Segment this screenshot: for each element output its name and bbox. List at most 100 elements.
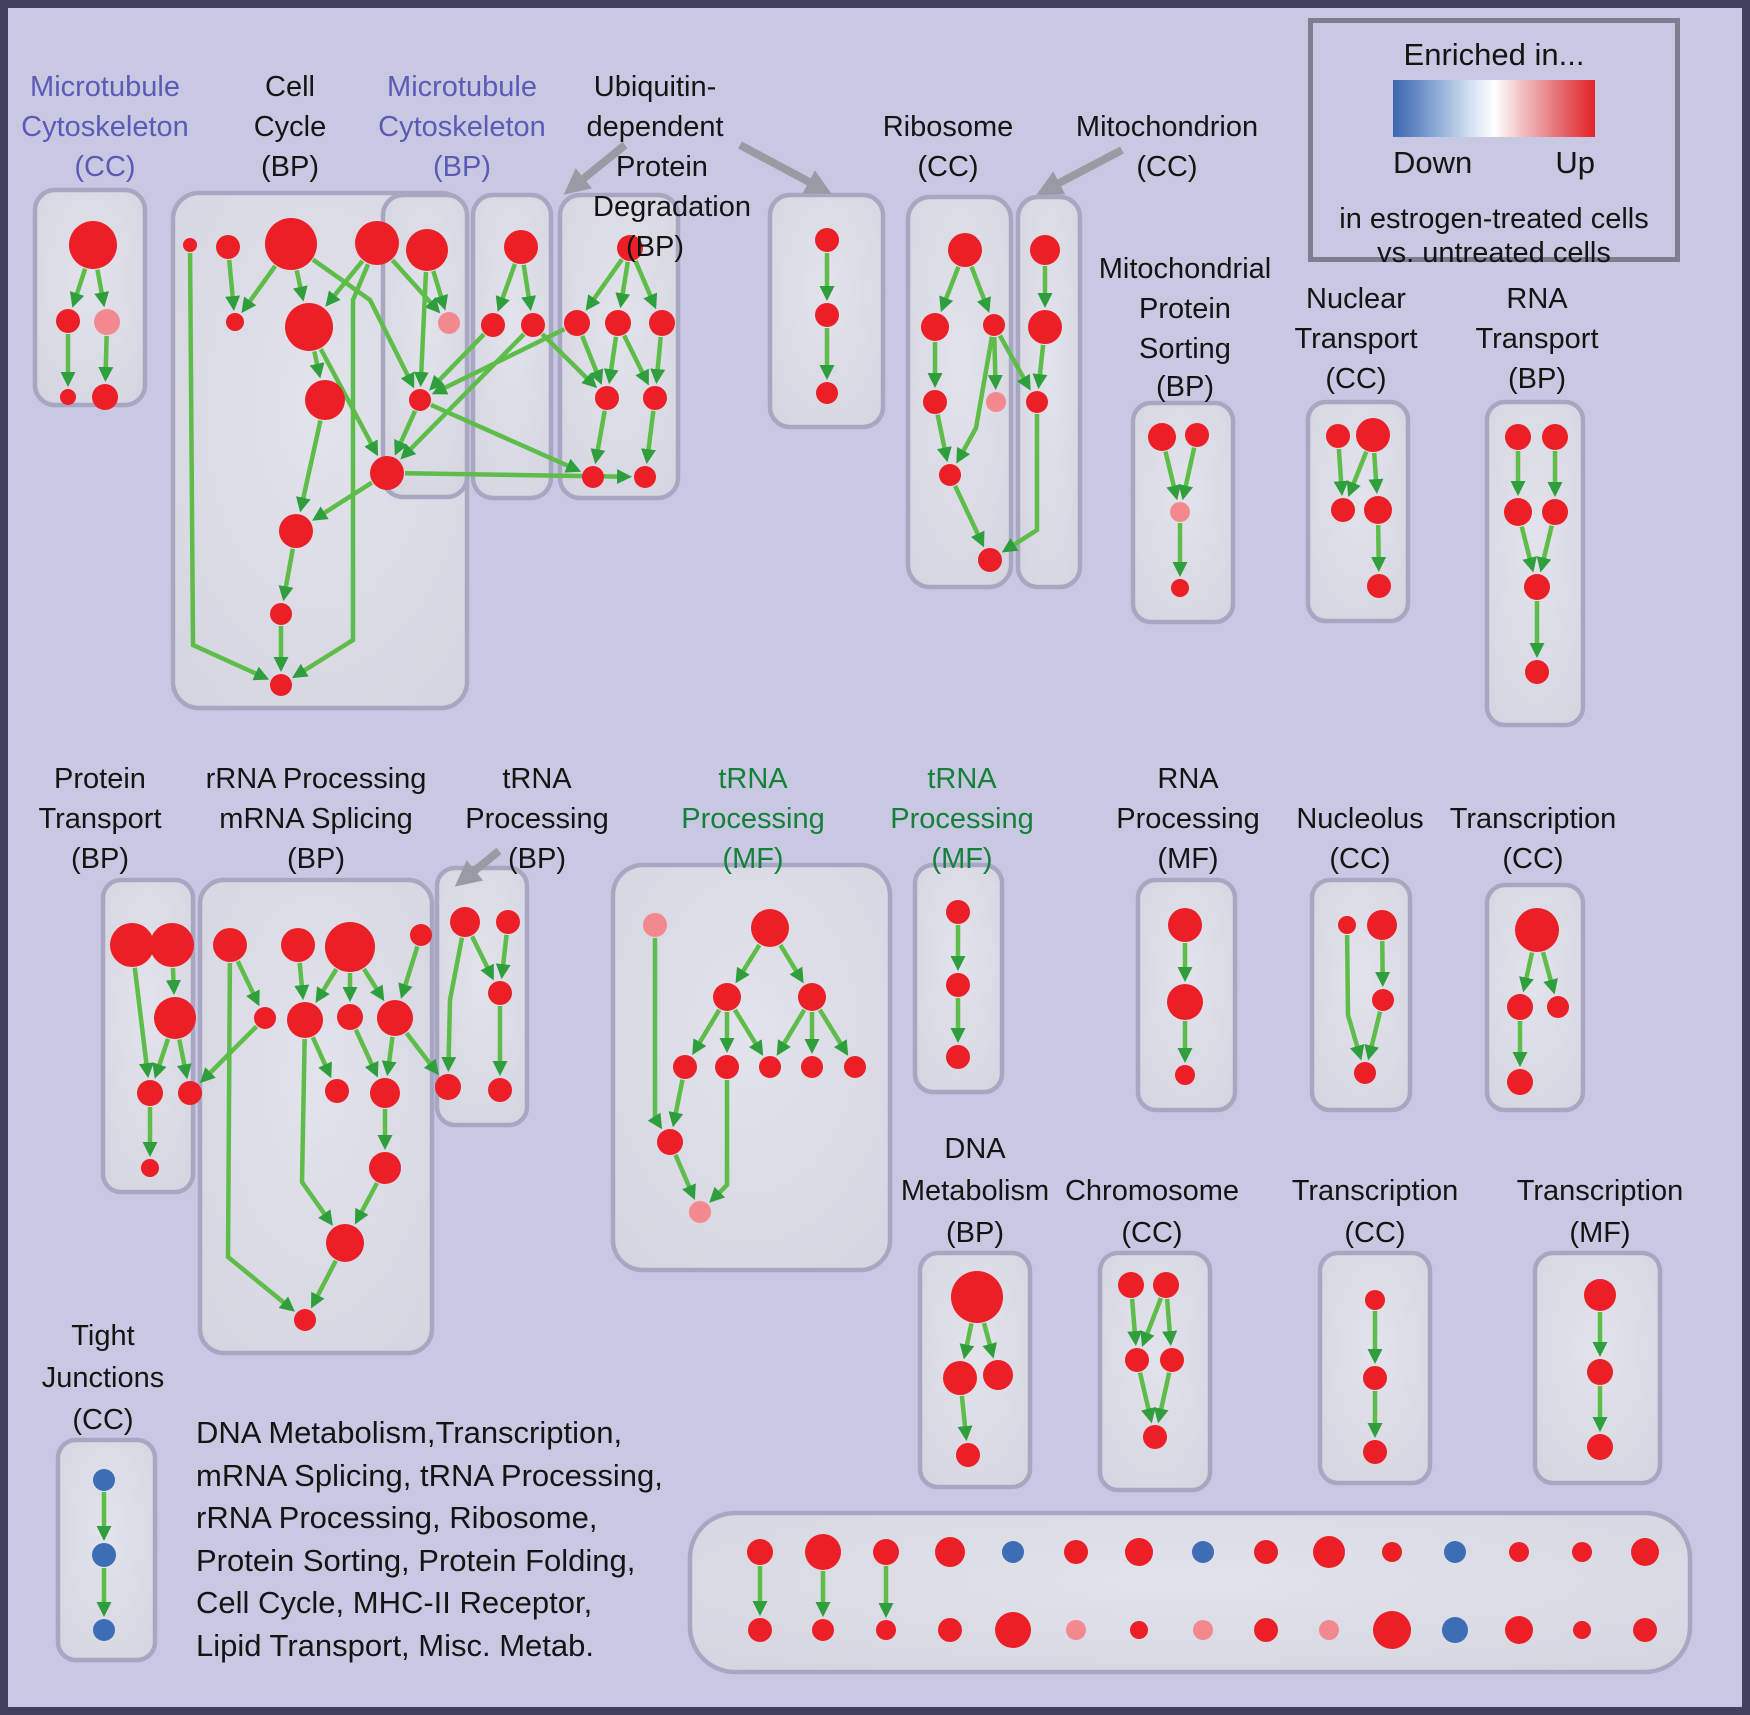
- go-term-node-ua5: [595, 386, 619, 410]
- edge-rr1-rr13: [225, 962, 295, 1312]
- cluster-label: RNA: [1506, 283, 1568, 315]
- go-term-node-w4b: [938, 1618, 962, 1642]
- cluster-label: (CC): [72, 1404, 133, 1436]
- go-term-node-dm1: [951, 1271, 1003, 1323]
- go-term-node-rr2: [281, 928, 315, 962]
- edge-ua6-ua8: [641, 410, 656, 465]
- legend-box: Enriched in... Down Up in estrogen-treat…: [1308, 18, 1680, 269]
- go-term-node-w12b: [1442, 1617, 1468, 1643]
- edge-rr2-rr6: [294, 962, 310, 1001]
- cluster-box-mitochondrion-cc: [1015, 194, 1083, 590]
- edge-mcc3-mcc5: [98, 335, 114, 383]
- go-term-node-w10t: [1313, 1536, 1345, 1568]
- cluster-label: rRNA Processing: [206, 763, 427, 795]
- go-term-node-rr13: [294, 1309, 316, 1331]
- edge-ch1-ch3: [1127, 1298, 1143, 1347]
- edge-mb2-mb3: [495, 263, 518, 312]
- go-term-node-z1: [1584, 1279, 1616, 1311]
- go-term-node-rb2: [921, 313, 949, 341]
- cluster-label: tRNA: [502, 763, 572, 795]
- cluster-label: (BP): [287, 843, 345, 875]
- go-term-node-mcc5: [92, 384, 118, 410]
- go-term-node-cc6: [285, 303, 333, 351]
- go-term-node-tb1: [450, 907, 480, 937]
- edge-rr4-rr8: [398, 945, 420, 999]
- legend-down-label: Down: [1393, 145, 1473, 180]
- edge-ua2-cc8: [431, 327, 566, 395]
- cluster-label: Ubiquitin-: [594, 71, 717, 103]
- edge-cc1-cc13: [187, 252, 270, 681]
- edge-cc4-cc13: [292, 263, 371, 679]
- legend-up-label: Up: [1555, 145, 1595, 180]
- edge-mb4-ua5: [540, 332, 598, 389]
- go-term-node-z2: [1587, 1359, 1613, 1385]
- edge-rb3-mc3: [997, 334, 1031, 391]
- edge-rr11-rr12: [354, 1181, 379, 1225]
- edge-rr12-rr13: [310, 1259, 338, 1309]
- edge-tm3-tm6: [776, 1008, 807, 1056]
- go-term-node-pt5: [178, 1081, 202, 1105]
- cluster-label: tRNA: [927, 763, 997, 795]
- cluster-label: Processing: [890, 803, 1033, 835]
- go-term-node-rp1: [1168, 908, 1202, 942]
- cluster-label: Protein: [1139, 293, 1231, 325]
- cluster-label: (CC): [1121, 1217, 1182, 1249]
- edge-tm9-tm10: [673, 1153, 696, 1201]
- edge-mb3-cc8: [429, 332, 486, 391]
- go-term-node-w7b: [1130, 1621, 1148, 1639]
- cluster-box-ribosome-cc: [905, 194, 1014, 590]
- cluster-label: Cell: [265, 71, 315, 103]
- go-term-node-ch2: [1153, 1272, 1179, 1298]
- go-term-node-rr3: [325, 922, 375, 972]
- go-term-node-w1t: [747, 1539, 773, 1565]
- go-term-node-ua2: [564, 310, 590, 336]
- cluster-label: mRNA Splicing: [219, 803, 412, 835]
- edge-ua3-ua6: [622, 334, 649, 386]
- go-term-node-z3: [1587, 1434, 1613, 1460]
- cluster-label: (BP): [1156, 371, 1214, 403]
- go-term-node-mc3: [1026, 391, 1048, 413]
- go-term-node-cc1: [183, 238, 197, 252]
- edge-nt1-nt3: [1333, 448, 1349, 497]
- go-term-node-nu2: [1367, 910, 1397, 940]
- go-term-node-x4: [1507, 1069, 1533, 1095]
- gray-arrows-layer: [454, 141, 1124, 887]
- go-term-node-rr5: [254, 1007, 276, 1029]
- edge-rr8-tb4: [404, 1031, 439, 1076]
- go-term-node-mcc1: [69, 221, 117, 269]
- cluster-label: (MF): [1569, 1217, 1630, 1249]
- go-term-node-w3t: [873, 1539, 899, 1565]
- edge-tm2-tm4: [692, 1008, 722, 1055]
- legend-subtitle-1: in estrogen-treated cells: [1339, 203, 1649, 235]
- cluster-label: Junctions: [42, 1362, 165, 1394]
- edge-x1-x2: [1519, 951, 1535, 993]
- go-term-node-tj3: [93, 1619, 115, 1641]
- cluster-label: Cytoskeleton: [21, 111, 189, 143]
- annotation-arrow-ubiquitin-right: [738, 141, 832, 194]
- go-term-node-w8t: [1192, 1541, 1214, 1563]
- go-term-node-nt1: [1326, 424, 1350, 448]
- go-term-node-ch3: [1125, 1348, 1149, 1372]
- go-term-node-y1: [1365, 1290, 1385, 1310]
- edge-pt1-pt4: [132, 967, 154, 1079]
- cluster-label: (MF): [1157, 843, 1218, 875]
- edge-rb3-rb6: [956, 336, 995, 464]
- edge-cc3-cc5: [241, 264, 278, 314]
- edge-rr5-pt5: [199, 1024, 259, 1084]
- edge-ua1-ua4: [633, 259, 658, 310]
- go-term-node-rb6: [939, 464, 961, 486]
- labels-layer: Microtubule Cytoskeleton (CC) Cell Cycle (BP)…: [21, 71, 1683, 1436]
- nodes-layer: [56, 218, 1659, 1649]
- go-term-node-cc10: [370, 456, 404, 490]
- go-term-node-x2: [1507, 994, 1533, 1020]
- go-term-node-rt1: [1505, 424, 1531, 450]
- go-term-node-w12t: [1444, 1541, 1466, 1563]
- go-term-node-rt4: [1542, 499, 1568, 525]
- edge-mb1-cc9: [431, 270, 449, 311]
- edge-pt2-pt3: [165, 967, 181, 996]
- edge-ua1-ua2: [585, 258, 624, 311]
- edge-mb2-mb4: [521, 264, 537, 312]
- edge-rt3-rt5: [1519, 525, 1537, 573]
- go-term-node-w13t: [1509, 1542, 1529, 1562]
